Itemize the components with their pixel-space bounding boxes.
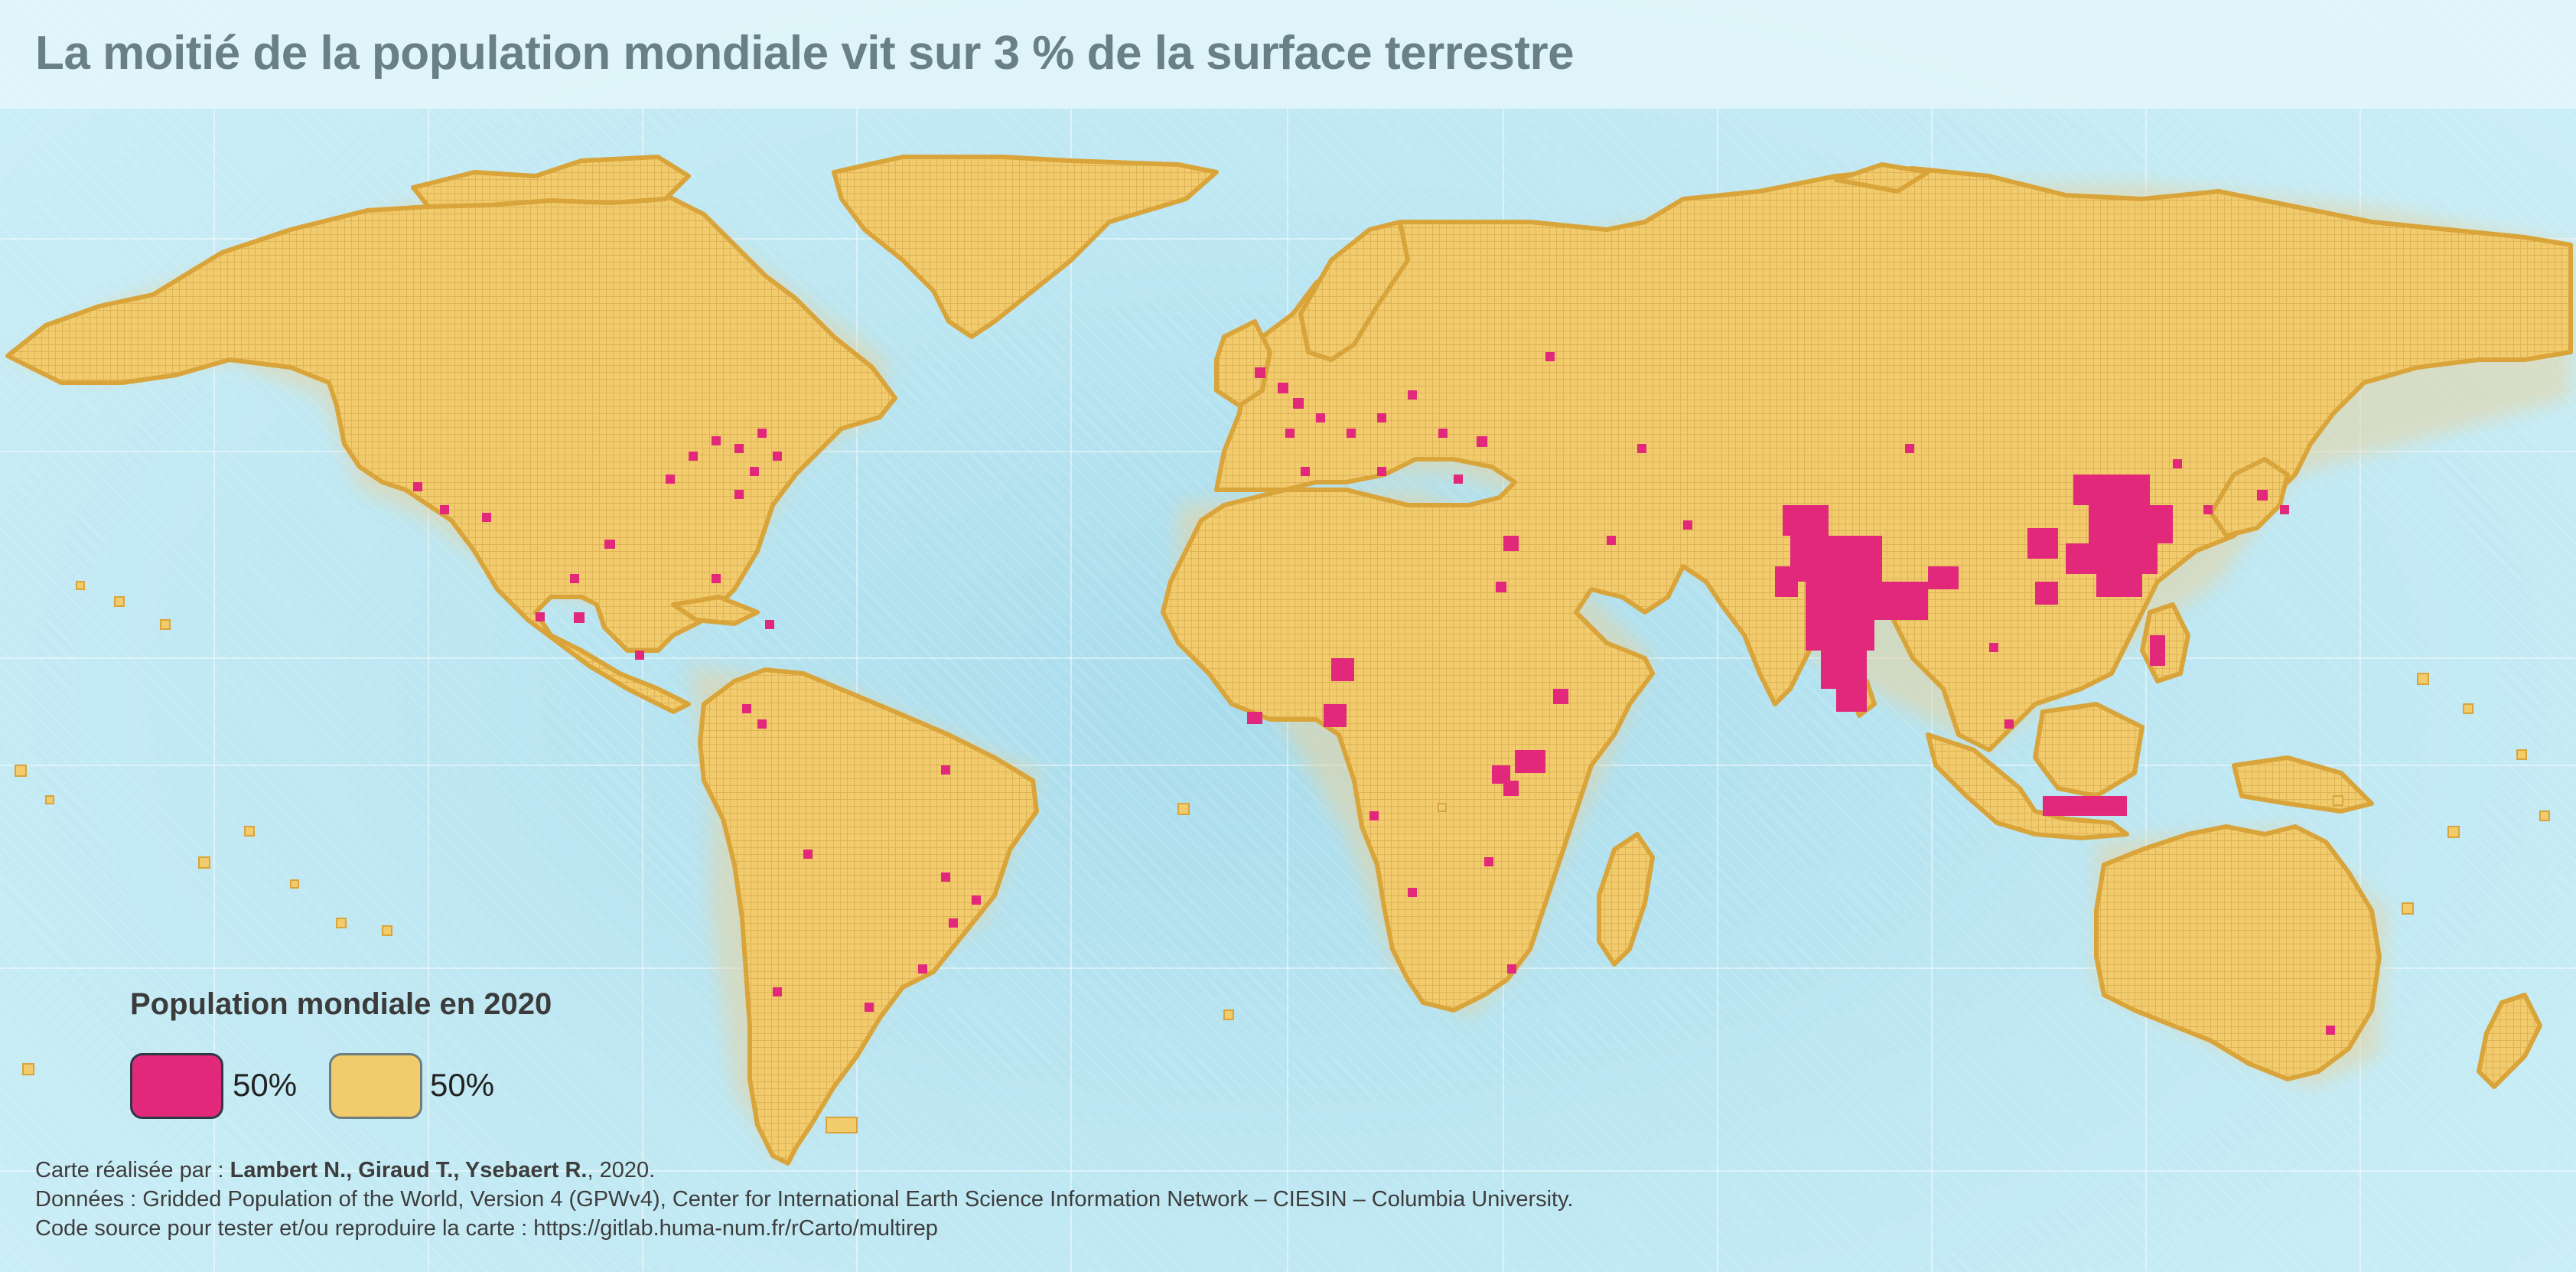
legend-swatch-dense-population <box>130 1053 223 1119</box>
title-band: La moitié de la population mondiale vit … <box>0 0 2576 109</box>
page-title: La moitié de la population mondiale vit … <box>35 27 1575 80</box>
credits-authors: Lambert N., Giraud T., Ysebaert R. <box>230 1158 588 1182</box>
australia-landmass <box>2094 824 2382 1081</box>
indonesia-islands-landmass <box>1926 732 2129 840</box>
arctic-islands-landmass <box>411 155 691 209</box>
legend-swatch-remaining-population <box>329 1053 422 1119</box>
legend-label-remaining-population: 50% <box>430 1067 495 1103</box>
credits-line-authors: Carte réalisée par : Lambert N., Giraud … <box>35 1156 1574 1185</box>
siberia-islands-landmass <box>1834 162 1930 194</box>
credits-year: , 2020. <box>587 1158 656 1182</box>
legend-title: Population mondiale en 2020 <box>130 987 552 1021</box>
borneo-landmass <box>2033 702 2144 798</box>
legend-label-dense-population: 50% <box>233 1067 298 1103</box>
greenland-landmass <box>832 155 1219 339</box>
scattered-islands <box>15 581 2550 1133</box>
north-america-landmass <box>5 181 897 714</box>
credits-prefix: Carte réalisée par : <box>35 1158 230 1182</box>
japan-landmass <box>2209 457 2290 538</box>
scandinavia-landmass <box>1298 220 1410 362</box>
new-zealand-landmass <box>2477 993 2542 1089</box>
credits-line-data-source: Données : Gridded Population of the Worl… <box>35 1187 1574 1212</box>
british-isles-landmass <box>1214 319 1272 408</box>
south-america-landmass <box>698 667 1039 1166</box>
credits-line-source-code: Code source pour tester et/ou reproduire… <box>35 1216 938 1241</box>
credits: Carte réalisée par : Lambert N., Giraud … <box>35 1156 1574 1243</box>
dense-population-cells <box>413 352 2335 1035</box>
cuba-landmass <box>671 595 760 626</box>
madagascar-landmass <box>1597 832 1655 967</box>
